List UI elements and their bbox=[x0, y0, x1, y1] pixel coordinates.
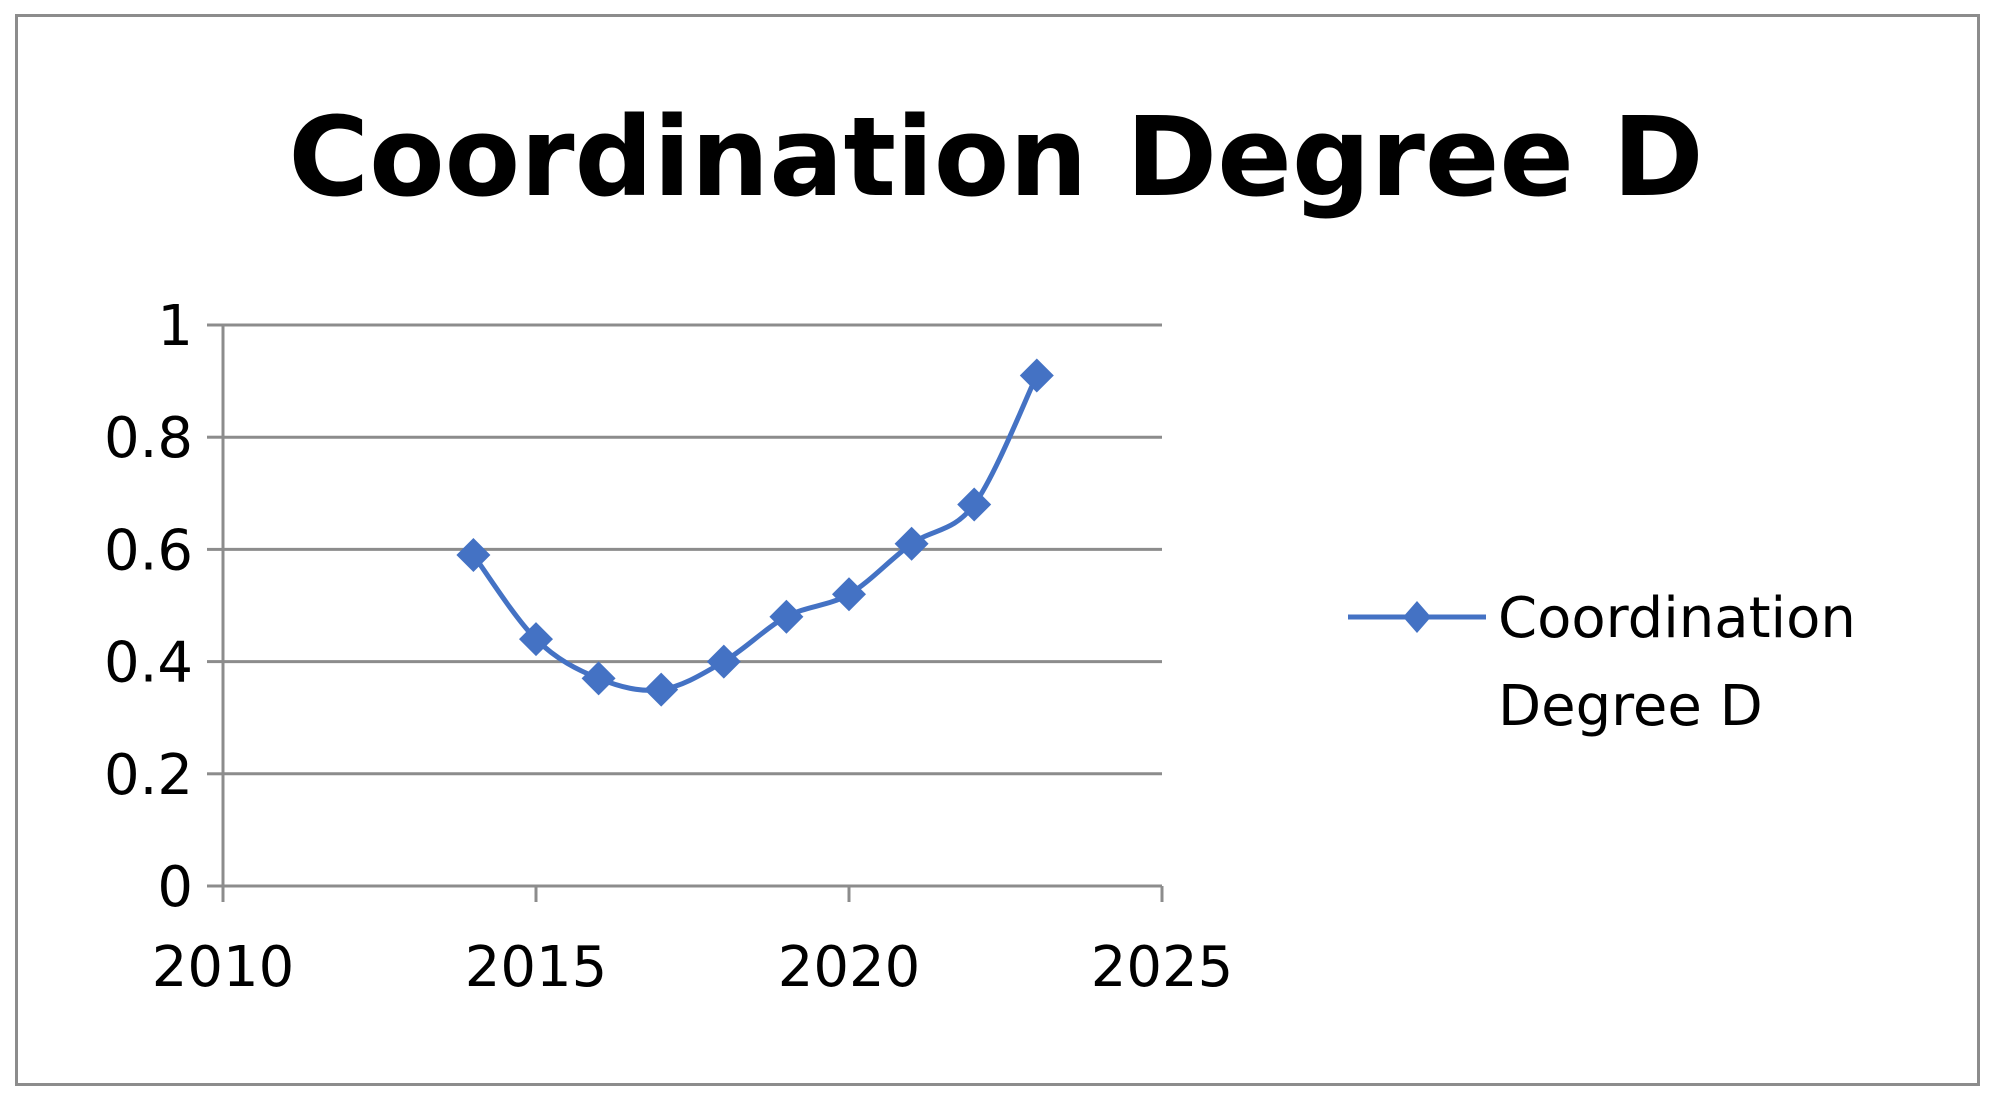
data-point bbox=[894, 526, 929, 561]
x-tick-label: 2025 bbox=[1091, 935, 1234, 1000]
data-point bbox=[957, 487, 992, 522]
data-point bbox=[769, 599, 804, 634]
data-point bbox=[832, 577, 866, 612]
axes bbox=[207, 323, 1164, 902]
legend: Coordination Degree D bbox=[1348, 586, 1856, 739]
gridlines bbox=[223, 323, 1162, 776]
y-tick-label: 0.8 bbox=[104, 406, 193, 471]
legend-label-line1: Coordination bbox=[1498, 586, 1856, 651]
x-tick-label: 2020 bbox=[778, 935, 921, 1000]
y-tick-label: 0.4 bbox=[104, 631, 193, 696]
tick-labels: 0 0.2 0.4 0.6 0.8 1 2010 2015 2020 2025 bbox=[104, 294, 1233, 1000]
chart-title: Coordination Degree D bbox=[288, 93, 1703, 221]
y-tick-label: 0 bbox=[157, 855, 193, 920]
y-tick-label: 0.6 bbox=[104, 518, 193, 583]
data-point bbox=[519, 622, 553, 657]
legend-marker bbox=[1403, 601, 1431, 633]
y-tick-label: 0.2 bbox=[104, 743, 193, 808]
data-point bbox=[644, 672, 679, 707]
chart-svg: Coordination Degree D 0 0.2 0.4 0.6 0.8 1 2010… bbox=[104, 93, 1856, 1000]
data-point bbox=[706, 644, 741, 679]
series-line bbox=[471, 374, 1040, 693]
data-point bbox=[456, 538, 491, 573]
series bbox=[456, 358, 1054, 707]
legend-label-line2: Degree D bbox=[1498, 674, 1763, 739]
data-point bbox=[1019, 358, 1054, 393]
x-tick-label: 2010 bbox=[152, 935, 295, 1000]
data-point bbox=[581, 661, 616, 696]
y-tick-label: 1 bbox=[157, 294, 193, 359]
chart-frame: Coordination Degree D 0 0.2 0.4 0.6 0.8 1 2010… bbox=[15, 14, 1980, 1086]
x-tick-label: 2015 bbox=[465, 935, 608, 1000]
